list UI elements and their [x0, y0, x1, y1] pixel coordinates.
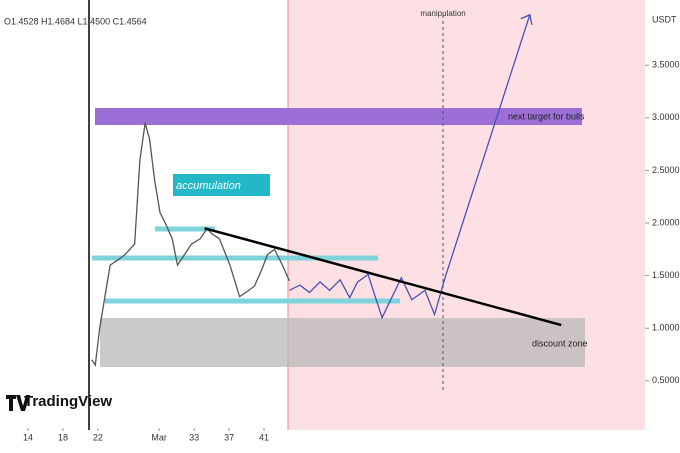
brand: TradingView	[24, 393, 112, 410]
y-tick-label: 1.5000	[652, 270, 680, 280]
y-tick-label: 3.5000	[652, 60, 680, 70]
x-tick-label: 41	[259, 432, 269, 442]
target-label: next target for bulls	[508, 111, 585, 121]
brand-logo	[6, 395, 30, 411]
manipulation-label: manipulation	[420, 9, 465, 18]
x-tick-label: 33	[189, 432, 199, 442]
series-line	[204, 227, 562, 327]
x-tick-label: 18	[58, 432, 68, 442]
accumulation-box	[173, 174, 270, 196]
y-tick-label: 0.5000	[652, 375, 680, 385]
x-tick-label: 14	[23, 432, 33, 442]
accumulation-label: accumulation	[176, 180, 241, 192]
ohlc-legend: O1.4528 H1.4684 L1.4500 C1.4564	[4, 16, 147, 26]
y-tick-label: 3.0000	[652, 112, 680, 122]
y-tick-label: 2.5000	[652, 165, 680, 175]
x-tick-label: 37	[224, 432, 234, 442]
x-tick-label: 22	[93, 432, 103, 442]
discount-label: discount zone	[532, 338, 588, 348]
unit-label: USDT	[652, 14, 677, 24]
y-tick-label: 1.0000	[652, 323, 680, 333]
y-tick-label: 2.0000	[652, 217, 680, 227]
series-line	[91, 122, 290, 367]
x-tick-label: Mar	[151, 432, 167, 442]
series-line	[289, 14, 531, 320]
arrow-head	[520, 13, 533, 25]
discount-band	[100, 318, 585, 367]
target-band	[95, 108, 582, 125]
